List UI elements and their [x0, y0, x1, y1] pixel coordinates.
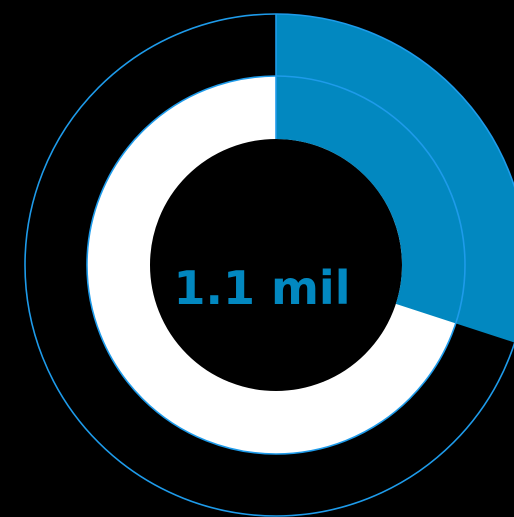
progress-slice	[276, 14, 514, 343]
center-value-label: 1.1 mil	[174, 261, 351, 315]
